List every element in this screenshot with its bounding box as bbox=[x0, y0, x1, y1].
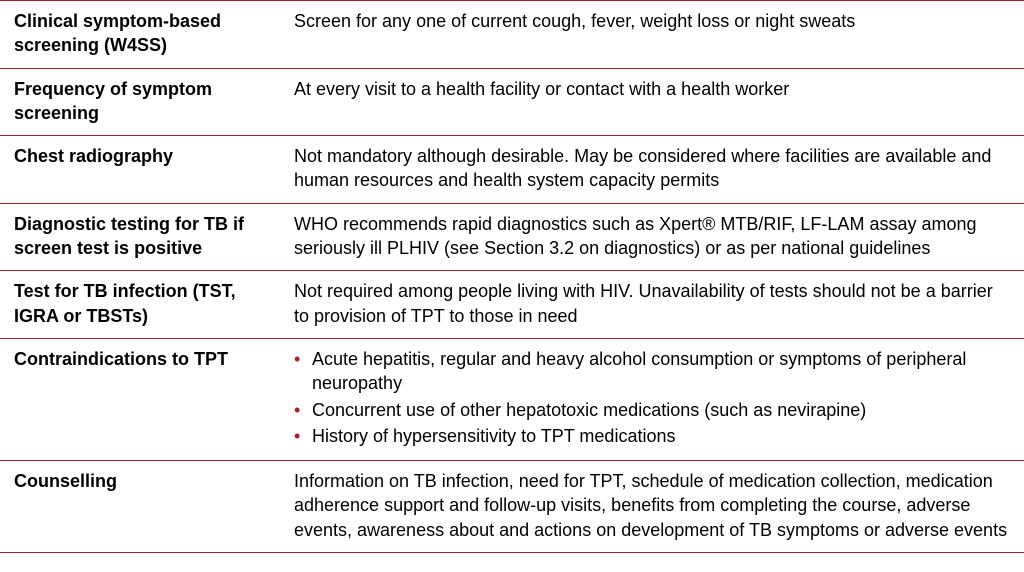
row-label: Contraindications to TPT bbox=[0, 338, 280, 460]
bullet-item: History of hypersensitivity to TPT medic… bbox=[294, 424, 1010, 448]
bullet-item: Acute hepatitis, regular and heavy alcoh… bbox=[294, 347, 1010, 396]
row-content: Not mandatory although desirable. May be… bbox=[280, 136, 1024, 204]
table-row: Frequency of symptom screening At every … bbox=[0, 68, 1024, 136]
table-row: Counselling Information on TB infection,… bbox=[0, 461, 1024, 553]
row-label: Chest radiography bbox=[0, 136, 280, 204]
row-label: Frequency of symptom screening bbox=[0, 68, 280, 136]
row-content: Screen for any one of current cough, fev… bbox=[280, 1, 1024, 69]
table-row: Chest radiography Not mandatory although… bbox=[0, 136, 1024, 204]
bullet-list: Acute hepatitis, regular and heavy alcoh… bbox=[294, 347, 1010, 448]
table-row: Clinical symptom-based screening (W4SS) … bbox=[0, 1, 1024, 69]
row-content: Acute hepatitis, regular and heavy alcoh… bbox=[280, 338, 1024, 460]
row-label: Counselling bbox=[0, 461, 280, 553]
row-label: Diagnostic testing for TB if screen test… bbox=[0, 203, 280, 271]
bullet-item: Concurrent use of other hepatotoxic medi… bbox=[294, 398, 1010, 422]
row-content: Information on TB infection, need for TP… bbox=[280, 461, 1024, 553]
table-row: Diagnostic testing for TB if screen test… bbox=[0, 203, 1024, 271]
row-label: Clinical symptom-based screening (W4SS) bbox=[0, 1, 280, 69]
row-content: Not required among people living with HI… bbox=[280, 271, 1024, 339]
table-row: Contraindications to TPT Acute hepatitis… bbox=[0, 338, 1024, 460]
row-label: Test for TB infection (TST, IGRA or TBST… bbox=[0, 271, 280, 339]
row-content: WHO recommends rapid diagnostics such as… bbox=[280, 203, 1024, 271]
table-row: Test for TB infection (TST, IGRA or TBST… bbox=[0, 271, 1024, 339]
row-content: At every visit to a health facility or c… bbox=[280, 68, 1024, 136]
guidance-table: Clinical symptom-based screening (W4SS) … bbox=[0, 0, 1024, 553]
